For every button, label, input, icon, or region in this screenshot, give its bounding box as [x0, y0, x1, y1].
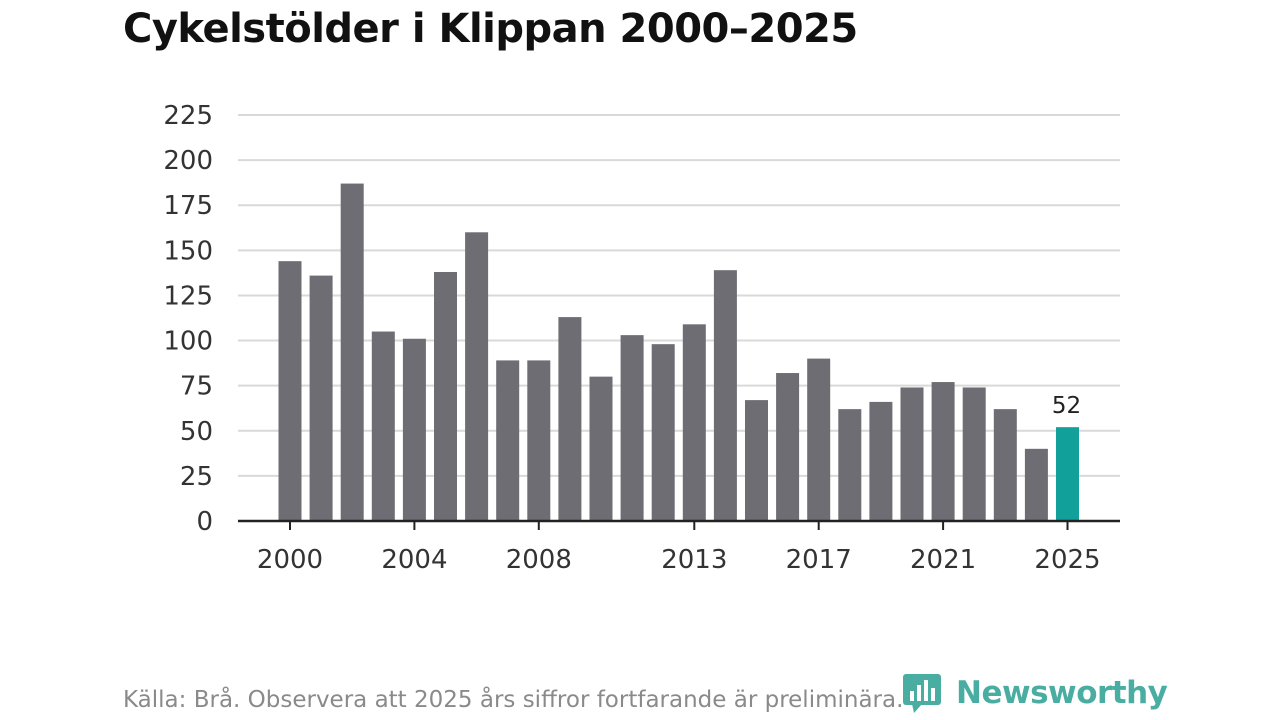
x-tick-label-2013: 2013 — [661, 545, 727, 575]
bar-2021 — [931, 382, 955, 521]
bar-2009 — [558, 317, 582, 521]
logo-text: Newsworthy — [956, 675, 1168, 711]
x-tick-label-2008: 2008 — [506, 545, 572, 575]
bar-2018 — [838, 409, 862, 521]
x-tick-label-2025: 2025 — [1034, 545, 1100, 575]
bar-2019 — [869, 401, 893, 521]
data-labels: 52 — [1052, 393, 1081, 419]
y-axis-tick-labels: 0 25 50 75 100 125 150 175 200 225 — [163, 101, 213, 537]
gridlines — [238, 114, 1120, 477]
bar-2002 — [340, 183, 364, 521]
x-tick-label-2017: 2017 — [786, 545, 852, 575]
newsworthy-logo: Newsworthy — [902, 670, 1168, 716]
bar-2020 — [900, 387, 924, 521]
bar-2008 — [527, 360, 551, 521]
chart-title: Cykelstölder i Klippan 2000–2025 — [123, 6, 858, 52]
bar-2022 — [962, 387, 986, 521]
y-tick-label-125: 125 — [163, 281, 213, 311]
bar-2013 — [682, 324, 706, 521]
x-tick-label-2021: 2021 — [910, 545, 976, 575]
y-tick-label-100: 100 — [163, 327, 213, 357]
bar-2014 — [713, 270, 737, 521]
bar-2025 — [1056, 427, 1079, 521]
bar-2016 — [776, 373, 800, 521]
y-tick-label-75: 75 — [180, 372, 213, 402]
bar-2012 — [651, 344, 675, 521]
y-tick-label-50: 50 — [180, 417, 213, 447]
x-axis-tick-labels: 2000 2004 2008 2013 2017 2021 2025 — [257, 545, 1101, 575]
bar-2011 — [620, 335, 644, 521]
y-tick-label-150: 150 — [163, 236, 213, 266]
y-tick-label-225: 225 — [163, 101, 213, 131]
bar-2001 — [309, 275, 333, 521]
source-note: Källa: Brå. Observera att 2025 års siffr… — [123, 687, 904, 713]
y-tick-label-175: 175 — [163, 191, 213, 221]
bar-2005 — [434, 271, 457, 521]
bar-2023 — [993, 409, 1017, 521]
bars — [278, 183, 1079, 522]
bar-chart-speech-bubble-icon — [903, 674, 941, 713]
data-label-2025: 52 — [1052, 393, 1081, 419]
y-tick-label-0: 0 — [196, 507, 213, 537]
bar-2000 — [278, 261, 302, 521]
x-axis — [238, 519, 1120, 530]
x-tick-label-2000: 2000 — [257, 545, 323, 575]
y-tick-label-25: 25 — [180, 462, 213, 492]
bar-2017 — [807, 358, 831, 521]
bar-2004 — [402, 338, 426, 521]
bar-2015 — [745, 400, 768, 521]
bar-2007 — [496, 360, 520, 521]
bar-2006 — [465, 232, 489, 522]
x-tick-label-2004: 2004 — [381, 545, 447, 575]
bar-2003 — [371, 331, 395, 521]
bar-2010 — [589, 376, 613, 521]
bar-2024 — [1024, 448, 1048, 521]
y-tick-label-200: 200 — [163, 146, 213, 176]
